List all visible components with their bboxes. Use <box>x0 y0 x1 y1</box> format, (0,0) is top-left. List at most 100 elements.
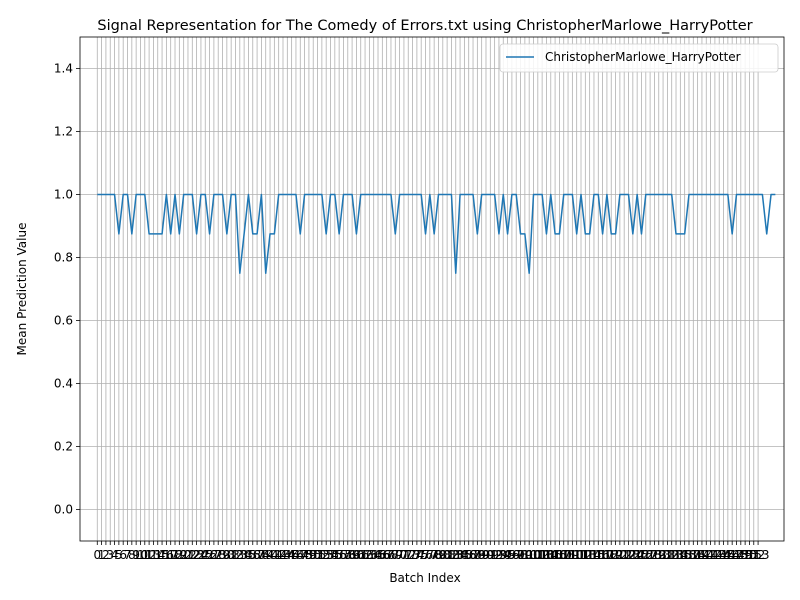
x-tick-label: 151 <box>738 548 761 562</box>
x-tick-label: 141 <box>695 548 718 562</box>
x-tick-label: 152 <box>742 548 765 562</box>
x-tick-label: 46 <box>288 548 303 562</box>
x-tick-label: 145 <box>712 548 735 562</box>
x-tick-label: 17 <box>163 548 178 562</box>
x-tick-label: 104 <box>535 548 558 562</box>
x-tick-label: 95 <box>500 548 515 562</box>
x-tick-label: 47 <box>293 548 308 562</box>
x-tick-label: 133 <box>660 548 683 562</box>
x-tick-label: 144 <box>708 548 731 562</box>
legend-box <box>499 43 779 73</box>
x-tick-label: 73 <box>405 548 420 562</box>
x-tick-label: 88 <box>470 548 485 562</box>
x-tick-label: 134 <box>665 548 688 562</box>
x-axis: 0123456789101112131415161718192021222324… <box>93 541 770 562</box>
x-tick-label: 61 <box>353 548 368 562</box>
x-tick-label: 54 <box>323 548 338 562</box>
x-tick-label: 100 <box>518 548 541 562</box>
legend-label: ChristopherMarlowe_HarryPotter <box>545 50 741 64</box>
x-tick-label: 70 <box>392 548 407 562</box>
x-tick-label: 92 <box>487 548 502 562</box>
x-tick-label: 84 <box>452 548 467 562</box>
x-tick-label: 127 <box>634 548 657 562</box>
x-tick-label: 111 <box>565 548 588 562</box>
x-tick-label: 137 <box>678 548 701 562</box>
x-tick-label: 59 <box>344 548 359 562</box>
y-tick-label: 1.0 <box>54 188 73 202</box>
y-tick-label: 0.6 <box>54 314 73 328</box>
y-tick-label: 0.8 <box>54 251 73 265</box>
x-tick-label: 120 <box>604 548 627 562</box>
x-tick-label: 89 <box>474 548 489 562</box>
x-tick-label: 42 <box>271 548 286 562</box>
x-tick-label: 64 <box>366 548 381 562</box>
x-tick-label: 45 <box>284 548 299 562</box>
x-tick-label: 109 <box>557 548 580 562</box>
x-tick-label: 97 <box>509 548 524 562</box>
x-tick-label: 87 <box>465 548 480 562</box>
x-tick-label: 98 <box>513 548 528 562</box>
x-tick-label: 50 <box>306 548 321 562</box>
x-tick-label: 99 <box>517 548 532 562</box>
x-tick-label: 106 <box>544 548 567 562</box>
x-tick-label: 80 <box>435 548 450 562</box>
series-line <box>97 193 776 274</box>
x-tick-label: 85 <box>457 548 472 562</box>
x-tick-label: 41 <box>267 548 282 562</box>
x-tick-label: 153 <box>747 548 770 562</box>
x-tick-label: 0 <box>93 548 101 562</box>
x-tick-label: 13 <box>146 548 161 562</box>
x-tick-label: 112 <box>570 548 593 562</box>
x-tick-label: 11 <box>137 548 152 562</box>
x-tick-label: 10 <box>133 548 148 562</box>
x-tick-label: 68 <box>383 548 398 562</box>
x-tick-label: 63 <box>362 548 377 562</box>
x-tick-label: 148 <box>725 548 748 562</box>
x-tick-label: 44 <box>280 548 295 562</box>
x-tick-label: 139 <box>686 548 709 562</box>
x-tick-label: 65 <box>370 548 385 562</box>
x-tick-label: 79 <box>431 548 446 562</box>
x-tick-label: 60 <box>349 548 364 562</box>
x-tick-label: 48 <box>297 548 312 562</box>
x-tick-label: 8 <box>128 548 136 562</box>
x-tick-label: 1 <box>98 548 106 562</box>
x-tick-label: 81 <box>439 548 454 562</box>
x-tick-label: 18 <box>167 548 182 562</box>
y-tick-label: 0.2 <box>54 440 73 454</box>
x-tick-label: 94 <box>496 548 511 562</box>
x-tick-label: 4 <box>111 548 119 562</box>
x-tick-label: 35 <box>241 548 256 562</box>
x-tick-label: 136 <box>673 548 696 562</box>
x-tick-label: 78 <box>427 548 442 562</box>
x-tick-label: 7 <box>124 548 132 562</box>
x-tick-label: 49 <box>301 548 316 562</box>
x-tick-label: 96 <box>504 548 519 562</box>
x-tick-label: 110 <box>561 548 584 562</box>
x-tick-label: 28 <box>211 548 226 562</box>
x-tick-label: 132 <box>656 548 679 562</box>
x-tick-label: 149 <box>729 548 752 562</box>
x-tick-label: 5 <box>115 548 123 562</box>
x-tick-label: 31 <box>224 548 239 562</box>
x-tick-label: 22 <box>185 548 200 562</box>
x-tick-label: 71 <box>396 548 411 562</box>
x-tick-label: 124 <box>621 548 644 562</box>
x-tick-label: 74 <box>409 548 424 562</box>
x-tick-label: 138 <box>682 548 705 562</box>
x-tick-label: 147 <box>721 548 744 562</box>
legend: ChristopherMarlowe_HarryPotter <box>499 43 779 73</box>
x-tick-label: 32 <box>228 548 243 562</box>
x-tick-label: 12 <box>141 548 156 562</box>
x-tick-label: 52 <box>314 548 329 562</box>
x-tick-label: 69 <box>388 548 403 562</box>
y-tick-label: 0.4 <box>54 377 73 391</box>
x-tick-label: 123 <box>617 548 640 562</box>
x-tick-label: 40 <box>262 548 277 562</box>
x-tick-label: 76 <box>418 548 433 562</box>
x-tick-label: 83 <box>448 548 463 562</box>
x-tick-label: 36 <box>245 548 260 562</box>
x-tick-label: 82 <box>444 548 459 562</box>
x-tick-label: 129 <box>643 548 666 562</box>
x-tick-label: 34 <box>236 548 251 562</box>
